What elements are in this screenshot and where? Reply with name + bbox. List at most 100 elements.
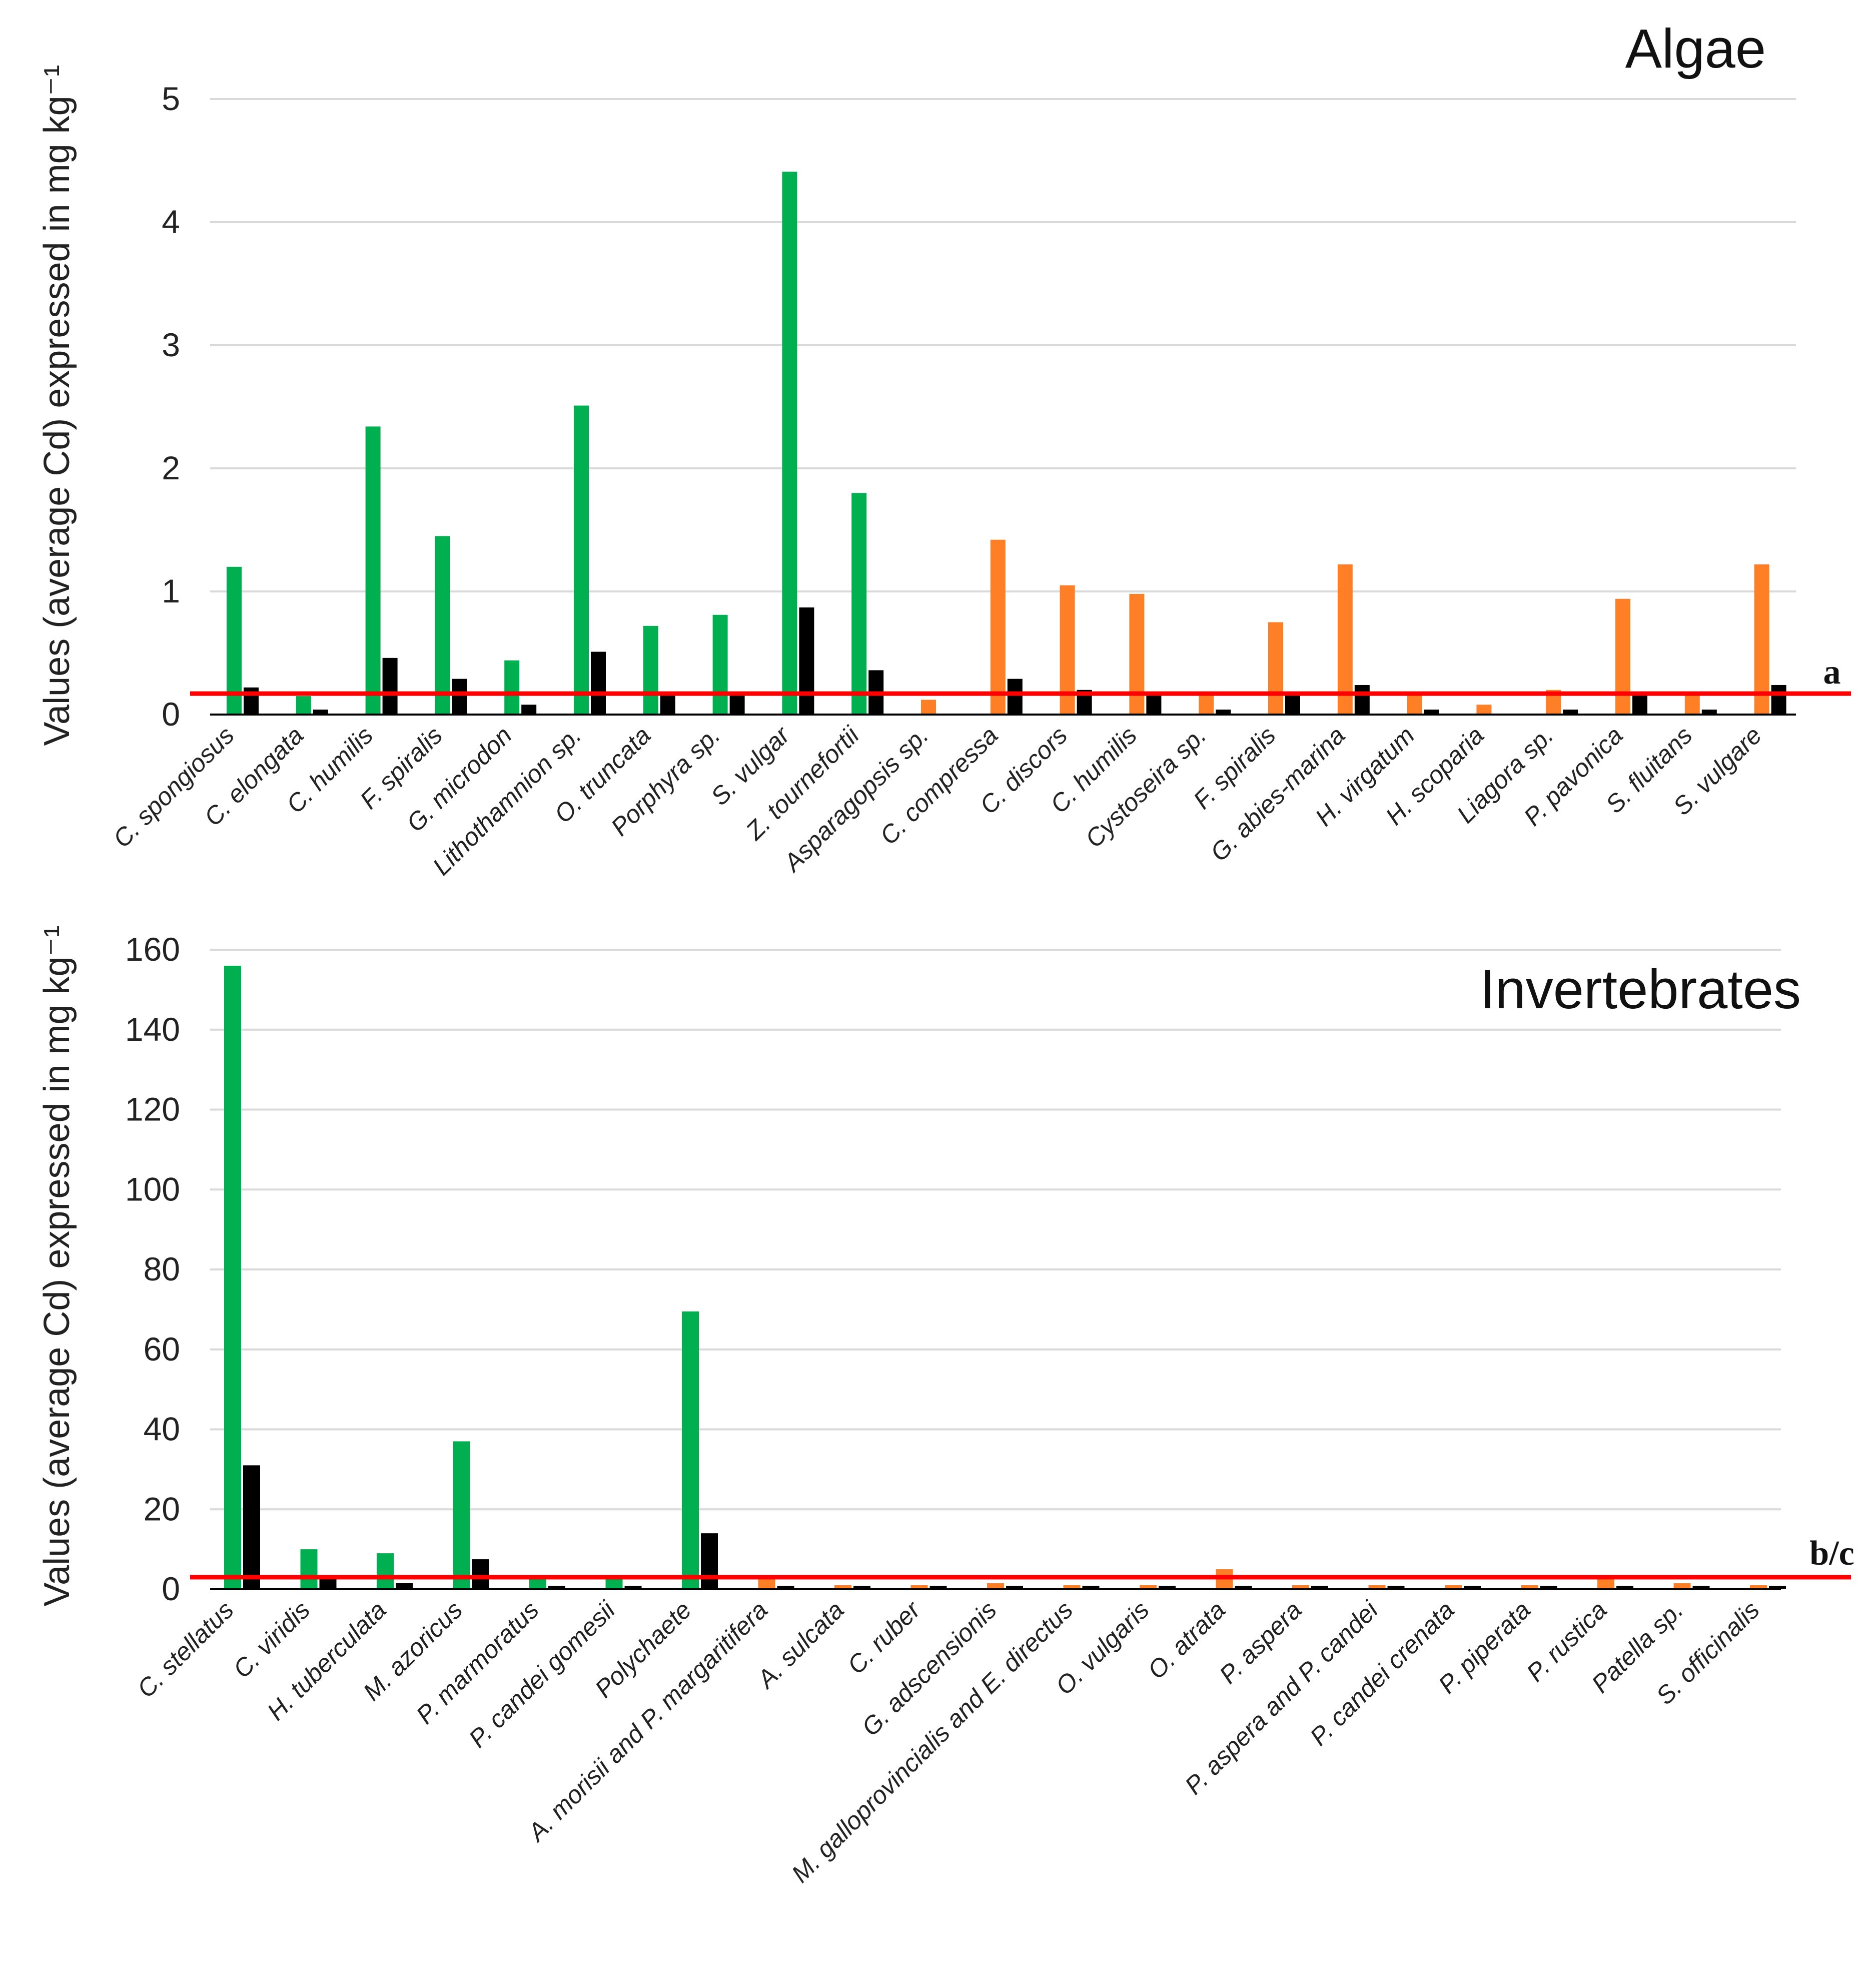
invertebrates-y-tick-0: 0 xyxy=(162,1570,180,1607)
invertebrates-bar-avg-h-tuberculata-2 xyxy=(396,1583,413,1589)
invertebrates-chart-title: Invertebrates xyxy=(1480,959,1801,1020)
invertebrates-bar-max-a-morisii-and-p-margaritifera-7 xyxy=(758,1577,775,1589)
invertebrates-y-tick-40: 40 xyxy=(144,1411,180,1448)
algae-bar-max-c-elongata-1 xyxy=(296,696,311,715)
invertebrates-y-tick-160: 160 xyxy=(125,931,180,968)
algae-y-tick-4: 4 xyxy=(162,203,180,240)
algae-y-tick-2: 2 xyxy=(162,449,180,486)
algae-bar-max-h-scoparia-18 xyxy=(1476,705,1492,715)
invertebrates-bar-max-p-rustica-18 xyxy=(1597,1577,1614,1589)
algae-bar-avg-g-microdon-4 xyxy=(521,705,537,715)
invertebrates-y-tick-120: 120 xyxy=(125,1091,180,1128)
algae-bar-avg-lithothamnion-sp-5 xyxy=(591,651,606,715)
invertebrates-bar-avg-p-candei-gomesii-5 xyxy=(624,1586,642,1589)
invertebrates-bar-avg-s-officinalis-20 xyxy=(1769,1586,1786,1589)
invertebrates-bar-avg-p-candei-crenata-16 xyxy=(1464,1586,1481,1589)
algae-bar-avg-s-vulgare-22 xyxy=(1771,685,1786,715)
invertebrates-bar-avg-c-ruber-9 xyxy=(929,1586,947,1589)
invertebrates-bar-avg-o-atrata-13 xyxy=(1235,1586,1252,1589)
invertebrates-y-tick-140: 140 xyxy=(125,1011,180,1048)
invertebrates-bar-max-c-ruber-9 xyxy=(910,1585,928,1589)
algae-bar-avg-porphyra-sp-7 xyxy=(729,694,745,715)
algae-bar-avg-p-pavonica-20 xyxy=(1632,694,1647,715)
invertebrates-y-axis-label: Values (average Cd) expressed in mg kg⁻¹ xyxy=(37,925,77,1606)
algae-bar-max-p-pavonica-20 xyxy=(1615,598,1630,715)
invertebrates-bars xyxy=(224,965,1786,1589)
algae-bar-max-lithothamnion-sp-5 xyxy=(574,405,589,715)
invertebrates-bar-avg-p-marmoratus-4 xyxy=(548,1586,565,1589)
invertebrates-bar-avg-a-sulcata-8 xyxy=(853,1586,870,1589)
invertebrates-y-ticks: 0 20 40 60 80 100 120 140 160 xyxy=(125,931,180,1607)
invertebrates-bar-max-h-tuberculata-2 xyxy=(377,1553,394,1589)
invertebrates-bar-avg-p-aspera-and-p-candei-15 xyxy=(1387,1586,1405,1589)
invertebrates-bar-max-polychaete-6 xyxy=(682,1311,699,1589)
invertebrates-y-tick-80: 80 xyxy=(144,1250,180,1287)
algae-bar-avg-c-humilis-2 xyxy=(382,657,398,715)
invertebrates-bar-max-m-azoricus-3 xyxy=(453,1441,470,1589)
algae-bar-avg-g-abies-marina-16 xyxy=(1354,685,1370,715)
invertebrates-bar-avg-c-viridis-1 xyxy=(319,1577,337,1589)
invertebrates-bar-max-c-viridis-1 xyxy=(300,1549,318,1589)
algae-bar-max-c-spongiosus-0 xyxy=(227,566,242,715)
invertebrates-reference-label: b/c xyxy=(1809,1534,1854,1573)
invertebrates-bar-max-g-adscensionis-10 xyxy=(987,1583,1004,1589)
algae-y-axis-label: Values (average Cd) expressed in mg kg⁻¹ xyxy=(37,65,77,746)
algae-bar-max-g-microdon-4 xyxy=(504,660,520,715)
invertebrates-bar-avg-p-aspera-14 xyxy=(1311,1586,1328,1589)
invertebrates-bar-max-p-candei-gomesii-5 xyxy=(605,1577,623,1589)
invertebrates-bar-avg-patella-sp-19 xyxy=(1692,1586,1710,1589)
invertebrates-bar-max-m-galloprovincialis-and-e-directus-11 xyxy=(1063,1585,1081,1589)
invertebrates-y-tick-60: 60 xyxy=(144,1331,180,1368)
algae-y-tick-1: 1 xyxy=(162,572,180,609)
invertebrates-bar-max-o-vulgaris-12 xyxy=(1140,1585,1157,1589)
invertebrates-y-tick-100: 100 xyxy=(125,1170,180,1207)
algae-bar-max-cystoseira-sp-14 xyxy=(1199,694,1214,715)
algae-y-ticks: 0 1 2 3 4 5 xyxy=(162,80,180,733)
algae-bar-max-o-truncata-6 xyxy=(643,625,658,715)
algae-bar-max-c-compressa-11 xyxy=(990,539,1006,715)
algae-bar-max-s-vulgar-8 xyxy=(782,172,797,715)
invertebrates-bar-max-p-marmoratus-4 xyxy=(529,1577,546,1589)
algae-bar-max-asparagopsis-sp-10 xyxy=(921,700,936,715)
algae-chart-title: Algae xyxy=(1625,18,1766,80)
algae-y-tick-3: 3 xyxy=(162,326,180,363)
invertebrates-bar-max-patella-sp-19 xyxy=(1673,1583,1691,1589)
algae-gridlines xyxy=(210,98,1796,592)
algae-bar-avg-h-virgatum-17 xyxy=(1424,710,1439,715)
algae-y-tick-0: 0 xyxy=(162,696,180,733)
algae-bar-max-f-spiralis-3 xyxy=(435,536,450,715)
invertebrates-bar-avg-m-galloprovincialis-and-e-directus-11 xyxy=(1082,1586,1100,1589)
invertebrates-bar-avg-p-rustica-18 xyxy=(1616,1586,1633,1589)
invertebrates-bar-max-c-stellatus-0 xyxy=(224,965,241,1589)
algae-bar-max-g-abies-marina-16 xyxy=(1337,564,1353,715)
invertebrates-bar-max-a-sulcata-8 xyxy=(834,1585,851,1589)
invertebrates-bar-avg-g-adscensionis-10 xyxy=(1006,1586,1023,1589)
algae-bar-max-s-vulgare-22 xyxy=(1754,564,1769,715)
algae-bars xyxy=(227,172,1786,715)
invertebrates-bar-avg-o-vulgaris-12 xyxy=(1159,1586,1176,1589)
algae-bar-max-f-spiralis-15 xyxy=(1268,622,1283,715)
invertebrates-bar-avg-a-morisii-and-p-margaritifera-7 xyxy=(777,1586,794,1589)
invertebrates-bar-avg-polychaete-6 xyxy=(701,1533,718,1589)
algae-bar-max-z-tournefortii-9 xyxy=(851,493,867,715)
invertebrates-bar-max-p-candei-crenata-16 xyxy=(1445,1585,1462,1589)
invertebrates-gridlines xyxy=(210,949,1781,1511)
invertebrates-bar-avg-c-stellatus-0 xyxy=(243,1465,260,1589)
algae-bar-avg-f-spiralis-3 xyxy=(452,679,467,715)
invertebrates-y-tick-20: 20 xyxy=(144,1490,180,1527)
invertebrates-bar-max-p-aspera-and-p-candei-15 xyxy=(1368,1585,1386,1589)
algae-bar-avg-s-fluitans-21 xyxy=(1701,710,1717,715)
algae-y-tick-5: 5 xyxy=(162,80,180,117)
algae-bar-max-porphyra-sp-7 xyxy=(712,614,728,715)
invertebrates-bar-max-p-piperata-17 xyxy=(1521,1585,1538,1589)
algae-bar-avg-o-truncata-6 xyxy=(660,694,675,715)
invertebrates-bar-avg-m-azoricus-3 xyxy=(472,1559,489,1589)
algae-bar-avg-s-vulgar-8 xyxy=(799,607,814,715)
invertebrates-bar-max-s-officinalis-20 xyxy=(1750,1585,1767,1589)
algae-bar-avg-liagora-sp-19 xyxy=(1563,710,1578,715)
algae-bar-max-h-virgatum-17 xyxy=(1407,694,1422,715)
algae-bar-max-s-fluitans-21 xyxy=(1684,694,1700,715)
algae-bar-avg-c-humilis-13 xyxy=(1146,694,1162,715)
